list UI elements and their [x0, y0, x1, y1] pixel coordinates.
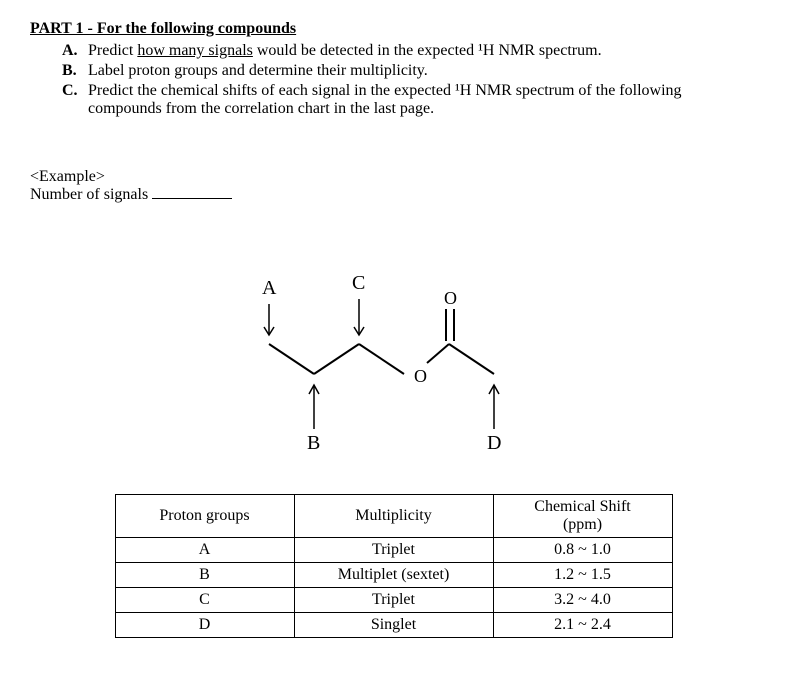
list-item: A. Predict how many signals would be det… [62, 42, 757, 60]
table-row: C Triplet 3.2 ~ 4.0 [115, 588, 672, 613]
item-post: would be detected in the expected ¹H NMR… [253, 42, 602, 59]
item-text: Predict the chemical shifts of each sign… [88, 82, 757, 118]
blank-line [152, 198, 232, 199]
item-letter: A. [62, 42, 88, 60]
item-text: Predict how many signals would be detect… [88, 42, 602, 60]
item-pre: Predict [88, 42, 137, 59]
cell: Singlet [294, 613, 493, 638]
label-b: B [307, 432, 320, 454]
item-letter: B. [62, 62, 88, 80]
label-c: C [352, 272, 365, 294]
cell: B [115, 563, 294, 588]
table-header-row: Proton groups Multiplicity Chemical Shif… [115, 495, 672, 538]
item-letter: C. [62, 82, 88, 118]
page-heading: PART 1 - For the following compounds [30, 20, 757, 38]
cell: Triplet [294, 538, 493, 563]
signals-line: Number of signals [30, 186, 757, 204]
nmr-table: Proton groups Multiplicity Chemical Shif… [115, 494, 673, 638]
list-item: C. Predict the chemical shifts of each s… [62, 82, 757, 118]
list-item: B. Label proton groups and determine the… [62, 62, 757, 80]
cell: Triplet [294, 588, 493, 613]
item-underline: how many signals [137, 42, 253, 59]
o-label: O [414, 366, 427, 386]
example-block: <Example> Number of signals [30, 168, 757, 204]
cell: D [115, 613, 294, 638]
example-label: <Example> [30, 168, 757, 186]
label-d: D [487, 432, 501, 454]
signals-label: Number of signals [30, 186, 148, 203]
molecule-figure: O O A C B D [214, 234, 574, 474]
cell: C [115, 588, 294, 613]
th-mult: Multiplicity [294, 495, 493, 538]
instruction-list: A. Predict how many signals would be det… [62, 42, 757, 118]
o-label-dbl: O [444, 288, 457, 308]
table-row: A Triplet 0.8 ~ 1.0 [115, 538, 672, 563]
item-text: Label proton groups and determine their … [88, 62, 428, 80]
label-a: A [262, 277, 277, 299]
table-row: B Multiplet (sextet) 1.2 ~ 1.5 [115, 563, 672, 588]
cell: 2.1 ~ 2.4 [493, 613, 672, 638]
table-row: D Singlet 2.1 ~ 2.4 [115, 613, 672, 638]
cell: 3.2 ~ 4.0 [493, 588, 672, 613]
cell: 0.8 ~ 1.0 [493, 538, 672, 563]
cell: 1.2 ~ 1.5 [493, 563, 672, 588]
th-proton: Proton groups [115, 495, 294, 538]
cell: Multiplet (sextet) [294, 563, 493, 588]
th-shift: Chemical Shift(ppm) [493, 495, 672, 538]
cell: A [115, 538, 294, 563]
table-body: A Triplet 0.8 ~ 1.0 B Multiplet (sextet)… [115, 538, 672, 638]
